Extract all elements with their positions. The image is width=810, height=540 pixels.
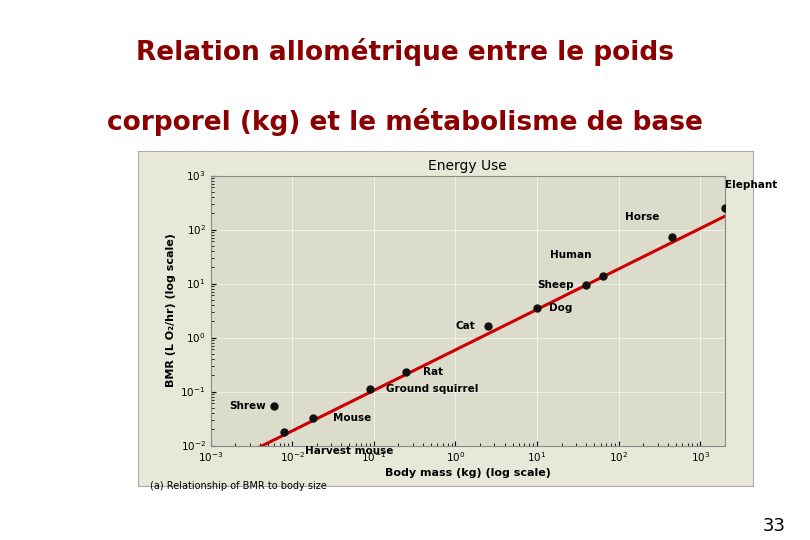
Text: Cat: Cat <box>456 321 475 332</box>
Text: Dog: Dog <box>549 303 573 313</box>
Text: (a) Relationship of BMR to body size: (a) Relationship of BMR to body size <box>150 481 326 491</box>
Text: Shrew: Shrew <box>229 401 266 410</box>
Point <box>481 322 494 331</box>
Text: Sheep: Sheep <box>537 280 574 289</box>
X-axis label: Body mass (kg) (log scale): Body mass (kg) (log scale) <box>385 468 551 478</box>
Point <box>267 401 280 410</box>
Title: Energy Use: Energy Use <box>428 159 507 173</box>
Text: corporel (kg) et le métabolisme de base: corporel (kg) et le métabolisme de base <box>107 108 703 136</box>
Point <box>580 280 593 289</box>
Point <box>597 272 610 281</box>
Text: Harvest mouse: Harvest mouse <box>305 446 393 456</box>
Text: Human: Human <box>550 250 591 260</box>
Point <box>666 233 679 241</box>
Point <box>364 385 377 394</box>
Point <box>307 414 320 422</box>
Text: Horse: Horse <box>625 212 660 222</box>
Text: Elephant: Elephant <box>725 180 778 190</box>
Text: 33: 33 <box>763 517 786 535</box>
Text: Rat: Rat <box>423 367 443 377</box>
Point <box>718 204 731 212</box>
Text: Relation allométrique entre le poids: Relation allométrique entre le poids <box>136 38 674 66</box>
Text: Ground squirrel: Ground squirrel <box>386 384 479 394</box>
Point <box>400 368 413 376</box>
Text: Mouse: Mouse <box>334 413 372 423</box>
Point <box>278 427 291 436</box>
Point <box>531 304 544 313</box>
Y-axis label: BMR (L O₂/hr) (log scale): BMR (L O₂/hr) (log scale) <box>166 234 177 387</box>
